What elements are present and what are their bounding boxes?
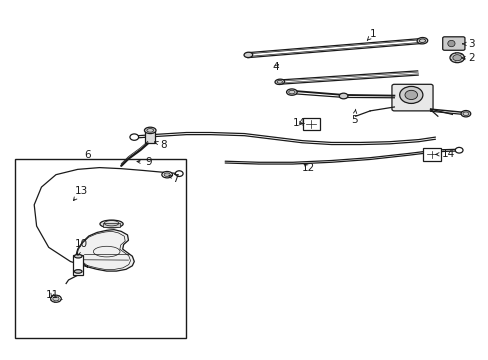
Circle shape [175,171,183,176]
Ellipse shape [286,89,297,95]
Text: 10: 10 [74,239,87,255]
Ellipse shape [244,52,252,58]
Ellipse shape [274,79,284,85]
Ellipse shape [163,173,170,176]
Text: 2: 2 [461,53,474,63]
Text: 9: 9 [137,157,152,167]
Ellipse shape [452,55,461,61]
Bar [15,159,186,338]
Ellipse shape [460,111,470,117]
Text: 7: 7 [169,174,179,184]
Bar [423,148,440,161]
Bar [73,256,83,275]
Ellipse shape [74,255,82,258]
Ellipse shape [100,220,123,228]
Circle shape [130,134,138,140]
Text: 11: 11 [45,290,59,300]
Text: 12: 12 [301,163,314,172]
Ellipse shape [416,37,427,44]
Text: 8: 8 [154,140,166,149]
FancyBboxPatch shape [442,37,464,50]
Circle shape [404,90,417,100]
Text: 14: 14 [292,118,305,128]
Ellipse shape [144,127,156,134]
Ellipse shape [74,270,82,273]
Text: 3: 3 [462,39,474,49]
Ellipse shape [339,93,347,99]
Ellipse shape [162,171,172,178]
Circle shape [454,147,462,153]
Bar [102,223,120,227]
Ellipse shape [447,40,454,47]
Text: 5: 5 [350,109,357,125]
FancyBboxPatch shape [391,84,432,111]
Text: 14: 14 [435,149,454,159]
Ellipse shape [51,295,61,302]
Bar [145,131,155,144]
Ellipse shape [449,53,464,63]
Text: 13: 13 [73,186,87,201]
Text: 6: 6 [84,150,90,160]
Text: 4: 4 [272,62,279,72]
Ellipse shape [53,297,59,301]
Bar [302,118,319,130]
Circle shape [399,86,422,103]
Polygon shape [76,230,134,271]
Text: 1: 1 [366,29,376,40]
